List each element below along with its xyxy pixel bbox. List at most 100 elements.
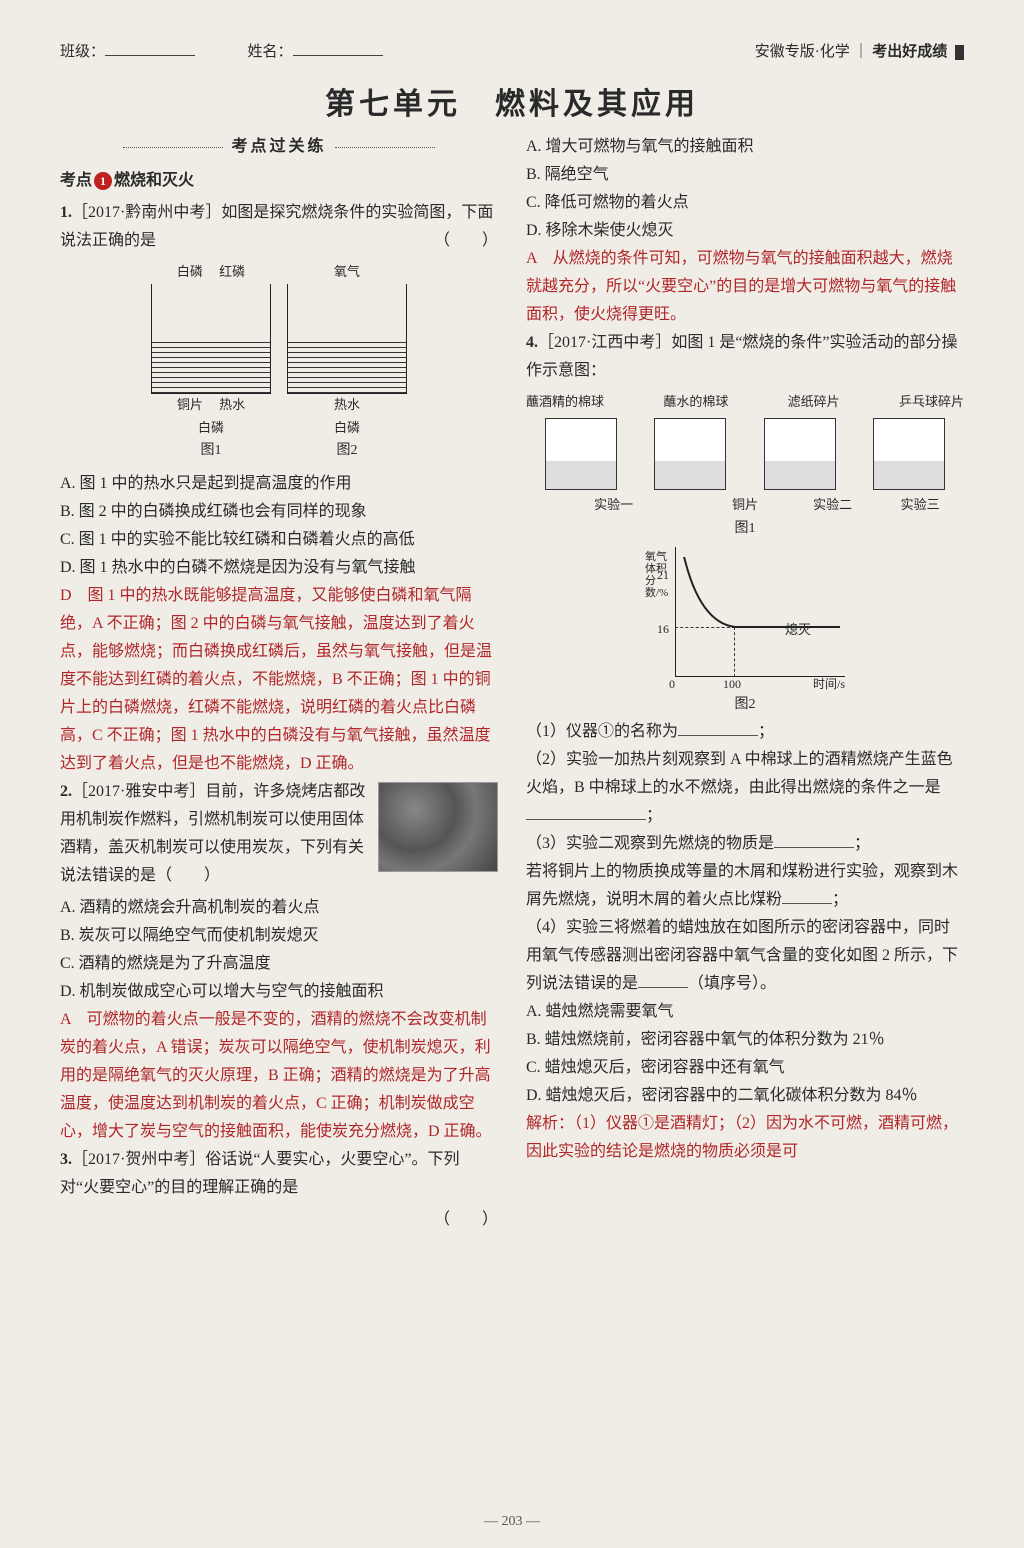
q3-number: 3. — [60, 1151, 72, 1168]
q4-p1-text: （1）仪器①的名称为 — [526, 723, 678, 740]
q3-answer: A 从燃烧的条件可知，可燃物与氧气的接触面积越大，燃烧就越充分，所以“火要空心”… — [526, 245, 964, 329]
name-label: 姓名： — [248, 44, 293, 60]
q2-optC: C. 酒精的燃烧是为了升高温度 — [60, 950, 498, 978]
q4-p3-text: （3）实验二观察到先燃烧的物质是 — [526, 835, 774, 852]
q2-optB: B. 炭灰可以隔绝空气而使机制炭熄灭 — [60, 922, 498, 950]
q4-optC: C. 蜡烛熄灭后，密闭容器中还有氧气 — [526, 1054, 964, 1082]
exp-b2: 乒乓球碎片 — [899, 391, 964, 414]
q3-optB: B. 隔绝空气 — [526, 161, 964, 189]
section-label: 考点过关练 — [60, 133, 498, 161]
beaker-1-icon — [151, 284, 271, 394]
fig2-yangqi: 氧气 — [287, 261, 407, 284]
q3-optC: C. 降低可燃物的着火点 — [526, 189, 964, 217]
q4-part3: （3）实验二观察到先燃烧的物质是； — [526, 830, 964, 858]
fig1-tongpian: 铜片 — [177, 397, 203, 412]
q3-paren: （ ） — [60, 1206, 498, 1234]
q2-stem: ［2017·雅安中考］目前，许多烧烤店都改用机制炭作燃料，引燃机制炭可以使用固体… — [60, 783, 365, 884]
exp-a1: 蘸酒精的棉球 — [526, 391, 604, 414]
chart-xlabel: 时间/s — [813, 674, 845, 695]
kp-prefix: 考点 — [60, 172, 92, 189]
fig2-caption: 图2 — [287, 439, 407, 464]
q4-p3b-blank — [782, 890, 832, 904]
q2-optA: A. 酒精的燃烧会升高机制炭的着火点 — [60, 894, 498, 922]
fig1-midlabels: 铜片 热水 — [151, 394, 271, 417]
q4-optB: B. 蜡烛燃烧前，密闭容器中氧气的体积分数为 21％ — [526, 1026, 964, 1054]
q4-p4-blank — [638, 974, 688, 988]
chart-ximie: 熄灭 — [785, 619, 811, 642]
q2-answer: A 可燃物的着火点一般是不变的，酒精的燃烧不会改变机制炭的着火点，A 错误；炭灰… — [60, 1006, 498, 1146]
kp-number-icon: 1 — [94, 172, 112, 190]
chart-y21: 21 — [657, 565, 669, 586]
fig1-reshui: 热水 — [219, 397, 245, 412]
q3-stem: ［2017·贺州中考］俗话说“人要实心，火要空心”。下列对“火要空心”的目的理解… — [60, 1151, 460, 1196]
exp-b1: 滤纸碎片 — [788, 391, 840, 414]
q4-p3-blank — [774, 834, 854, 848]
edition-text: 安徽专版·化学 — [755, 44, 850, 60]
keypoint-1-title: 考点1燃烧和灭火 — [60, 167, 498, 195]
q4-chart: 氧气体积分数/% 21 16 0 100 熄灭 时间/s — [645, 547, 845, 687]
exp-icons-row — [526, 418, 964, 490]
fig1-bailin-top: 白磷 — [177, 264, 203, 279]
question-3: 3.［2017·贺州中考］俗话说“人要实心，火要空心”。下列对“火要空心”的目的… — [60, 1146, 498, 1202]
q4-p4-end: （填序号）。 — [688, 975, 776, 992]
q3-optD: D. 移除木柴使火熄灭 — [526, 217, 964, 245]
q1-optA: A. 图 1 中的热水只是起到提高温度的作用 — [60, 470, 498, 498]
fig1-honglin: 红磷 — [219, 264, 245, 279]
q4-p3b-text: 若将铜片上的物质换成等量的木屑和煤粉进行实验，观察到木屑先燃烧，说明木屑的着火点… — [526, 863, 958, 908]
left-column: 考点过关练 考点1燃烧和灭火 1.［2017·黔南州中考］如图是探究燃烧条件的实… — [60, 133, 498, 1234]
q4-p3b-end: ； — [832, 891, 848, 908]
unit-title: 第七单元 燃料及其应用 — [60, 79, 964, 123]
q4-part2: （2）实验一加热片刻观察到 A 中棉球上的酒精燃烧产生蓝色火焰，B 中棉球上的水… — [526, 746, 964, 830]
q4-stem: ［2017·江西中考］如图 1 是“燃烧的条件”实验活动的部分操作示意图： — [526, 334, 958, 379]
exp2-icon — [764, 418, 836, 490]
q1-paren: （ ） — [434, 227, 498, 255]
q1-answer: D 图 1 中的热水既能够提高温度，又能够使白磷和氧气隔绝，A 不正确；图 2 … — [60, 582, 498, 778]
q4-p1-blank — [678, 722, 758, 736]
q4-p2-blank — [526, 806, 646, 820]
class-blank — [105, 42, 195, 56]
q4-fig2-caption: 图2 — [526, 693, 964, 718]
fig1-top-labels: 白磷 红磷 — [151, 261, 271, 284]
brand-tag-icon — [955, 45, 964, 60]
fig2-bailin: 白磷 — [287, 417, 407, 440]
exp3-label: 实验三 — [876, 494, 964, 517]
fig1-bailin-bot: 白磷 — [151, 417, 271, 440]
beaker-2-icon — [287, 284, 407, 394]
page-number: — 203 — — [0, 1514, 1024, 1530]
q4-fig1-caption: 图1 — [526, 517, 964, 542]
q1-optB: B. 图 2 中的白磷换成红磷也会有同样的现象 — [60, 498, 498, 526]
charcoal-image-icon — [378, 782, 498, 872]
chart-x0: 0 — [669, 674, 675, 695]
exp1-b-icon — [654, 418, 726, 490]
chart-x100: 100 — [723, 674, 741, 695]
content-columns: 考点过关练 考点1燃烧和灭火 1.［2017·黔南州中考］如图是探究燃烧条件的实… — [60, 133, 964, 1234]
q4-answer: 解析：（1）仪器①是酒精灯；（2）因为水不可燃，酒精可燃，因此实验的结论是燃烧的… — [526, 1110, 964, 1166]
edition-block: 安徽专版·化学 ｜ 考出好成绩 — [755, 40, 964, 61]
exp2-label: 实验二 — [789, 494, 877, 517]
q1-figure: 白磷 红磷 铜片 热水 白磷 图1 氧气 热水 白磷 图2 — [60, 261, 498, 464]
q2-number: 2. — [60, 783, 72, 800]
kp-name: 燃烧和灭火 — [114, 172, 194, 189]
exp-tong: 铜片 — [701, 494, 789, 517]
class-field: 班级： 姓名： — [60, 40, 755, 61]
brand-text: 考出好成绩 — [872, 44, 947, 60]
q4-figure1: 蘸酒精的棉球 蘸水的棉球 滤纸碎片 乒乓球碎片 实验一 铜片 实验二 实验三 图… — [526, 391, 964, 541]
q4-optA: A. 蜡烛燃烧需要氧气 — [526, 998, 964, 1026]
question-2: 2.［2017·雅安中考］目前，许多烧烤店都改用机制炭作燃料，引燃机制炭可以使用… — [60, 778, 498, 890]
q1-optC: C. 图 1 中的实验不能比较红磷和白磷着火点的高低 — [60, 526, 498, 554]
exp-top-labels: 蘸酒精的棉球 蘸水的棉球 滤纸碎片 乒乓球碎片 — [526, 391, 964, 414]
exp3-icon — [873, 418, 945, 490]
question-1: 1.［2017·黔南州中考］如图是探究燃烧条件的实验简图，下面说法正确的是 （ … — [60, 199, 498, 255]
q1-fig1: 白磷 红磷 铜片 热水 白磷 图1 — [151, 261, 271, 464]
fig2-reshui: 热水 — [287, 394, 407, 417]
q4-number: 4. — [526, 334, 538, 351]
class-label: 班级： — [60, 44, 105, 60]
q1-stem: ［2017·黔南州中考］如图是探究燃烧条件的实验简图，下面说法正确的是 — [60, 204, 493, 249]
q4-optD: D. 蜡烛熄灭后，密闭容器中的二氧化碳体积分数为 84％ — [526, 1082, 964, 1110]
q1-optD: D. 图 1 热水中的白磷不燃烧是因为没有与氧气接触 — [60, 554, 498, 582]
chart-curve-icon — [675, 557, 845, 677]
right-column: A. 增大可燃物与氧气的接触面积 B. 隔绝空气 C. 降低可燃物的着火点 D.… — [526, 133, 964, 1234]
q3-optA: A. 增大可燃物与氧气的接触面积 — [526, 133, 964, 161]
q4-p1-end: ； — [758, 723, 774, 740]
chart-y16: 16 — [657, 619, 669, 640]
